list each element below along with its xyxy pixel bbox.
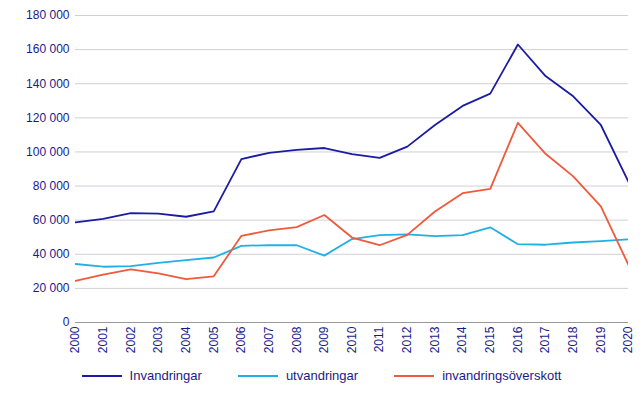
svg-text:2010: 2010 xyxy=(345,326,359,353)
svg-text:2005: 2005 xyxy=(207,326,221,353)
svg-text:2015: 2015 xyxy=(483,326,497,353)
svg-text:20 000: 20 000 xyxy=(33,281,70,295)
svg-text:100 000: 100 000 xyxy=(26,145,70,159)
svg-text:2013: 2013 xyxy=(428,326,442,353)
svg-text:2011: 2011 xyxy=(372,326,386,352)
svg-text:2008: 2008 xyxy=(290,326,304,353)
svg-text:2018: 2018 xyxy=(566,326,580,353)
html-text:Invandringar: Invandringar xyxy=(129,368,202,383)
svg-text:60 000: 60 000 xyxy=(33,213,70,227)
svg-text:160 000: 160 000 xyxy=(26,42,70,56)
svg-text:2017: 2017 xyxy=(538,326,552,353)
html-text:invandringsöverskott: invandringsöverskott xyxy=(442,368,562,383)
svg-text:80 000: 80 000 xyxy=(33,179,70,193)
svg-text:2012: 2012 xyxy=(400,326,414,353)
svg-text:2003: 2003 xyxy=(151,326,165,353)
svg-text:0: 0 xyxy=(62,315,70,330)
svg-text:2004: 2004 xyxy=(179,326,193,353)
svg-text:140 000: 140 000 xyxy=(26,77,70,91)
svg-text:40 000: 40 000 xyxy=(33,247,70,261)
svg-text:2006: 2006 xyxy=(234,326,248,353)
svg-text:120 000: 120 000 xyxy=(26,111,70,125)
svg-text:2009: 2009 xyxy=(317,326,331,353)
svg-text:2007: 2007 xyxy=(262,326,276,353)
svg-text:2000: 2000 xyxy=(68,326,82,353)
svg-text:2014: 2014 xyxy=(455,326,469,353)
svg-text:2001: 2001 xyxy=(96,326,110,353)
html-text:utvandringar: utvandringar xyxy=(285,368,359,383)
svg-text:2019: 2019 xyxy=(594,326,608,353)
svg-text:2002: 2002 xyxy=(124,326,138,353)
svg-text:2020: 2020 xyxy=(621,326,635,353)
svg-text:180 000: 180 000 xyxy=(26,8,70,22)
svg-text:2016: 2016 xyxy=(511,326,525,353)
